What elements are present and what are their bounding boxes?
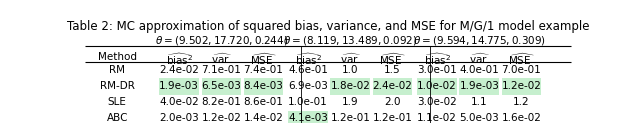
- Text: 8.6e-01: 8.6e-01: [244, 97, 284, 107]
- Bar: [417, 78, 457, 95]
- Text: 3.0e-02: 3.0e-02: [417, 97, 457, 107]
- Text: 4.0e-02: 4.0e-02: [159, 97, 199, 107]
- Text: 2.4e-02: 2.4e-02: [159, 65, 199, 75]
- Text: 4.1e-03: 4.1e-03: [288, 112, 328, 123]
- Text: 4.6e-01: 4.6e-01: [288, 65, 328, 75]
- Text: 1.4e-02: 1.4e-02: [244, 112, 284, 123]
- Text: 1.9e-03: 1.9e-03: [460, 81, 499, 91]
- Text: 6.9e-03: 6.9e-03: [288, 81, 328, 91]
- Text: 1.2: 1.2: [513, 97, 530, 107]
- Text: $\widehat{\mathrm{var}}$: $\widehat{\mathrm{var}}$: [469, 52, 490, 66]
- Text: 8.2e-01: 8.2e-01: [202, 97, 241, 107]
- Text: $\theta = (9.502, 17.720, 0.244)$: $\theta = (9.502, 17.720, 0.244)$: [155, 34, 288, 47]
- Text: 1.5: 1.5: [384, 65, 401, 75]
- Text: 1.1: 1.1: [471, 97, 488, 107]
- Bar: [159, 78, 199, 95]
- Text: Table 2: MC approximation of squared bias, variance, and MSE for M/G/1 model exa: Table 2: MC approximation of squared bia…: [67, 20, 589, 33]
- Text: 1.0: 1.0: [342, 65, 358, 75]
- Text: 8.4e-03: 8.4e-03: [244, 81, 284, 91]
- Text: 1.9: 1.9: [342, 97, 358, 107]
- Text: 5.0e-03: 5.0e-03: [460, 112, 499, 123]
- Text: 1.2e-01: 1.2e-01: [330, 112, 371, 123]
- Bar: [502, 78, 541, 95]
- Text: 7.1e-01: 7.1e-01: [202, 65, 241, 75]
- Text: 1.1e-02: 1.1e-02: [417, 112, 457, 123]
- Text: $\widehat{\mathrm{MSE}}$: $\widehat{\mathrm{MSE}}$: [508, 52, 535, 67]
- Text: 7.4e-01: 7.4e-01: [244, 65, 284, 75]
- Bar: [330, 78, 370, 95]
- Text: 1.2e-02: 1.2e-02: [502, 81, 541, 91]
- Text: 2.0: 2.0: [384, 97, 401, 107]
- Bar: [372, 78, 412, 95]
- Text: Method: Method: [98, 52, 137, 62]
- Bar: [460, 78, 499, 95]
- Text: 1.2e-01: 1.2e-01: [372, 112, 412, 123]
- Text: 4.0e-01: 4.0e-01: [460, 65, 499, 75]
- Bar: [289, 111, 328, 128]
- Text: 1.9e-03: 1.9e-03: [159, 81, 199, 91]
- Text: 2.0e-03: 2.0e-03: [159, 112, 199, 123]
- Text: ABC: ABC: [106, 112, 128, 123]
- Text: 6.5e-03: 6.5e-03: [202, 81, 241, 91]
- Text: $\theta = (9.594, 14.775, 0.309)$: $\theta = (9.594, 14.775, 0.309)$: [413, 34, 546, 47]
- Text: 1.2e-02: 1.2e-02: [202, 112, 241, 123]
- Text: $\widehat{\mathrm{MSE}}$: $\widehat{\mathrm{MSE}}$: [250, 52, 277, 67]
- Text: 2.4e-02: 2.4e-02: [372, 81, 412, 91]
- Bar: [244, 78, 284, 95]
- Text: $\widehat{\mathrm{var}}$: $\widehat{\mathrm{var}}$: [340, 52, 361, 66]
- Bar: [202, 78, 241, 95]
- Text: $\widehat{\mathrm{bias}}^2$: $\widehat{\mathrm{bias}}^2$: [294, 52, 322, 67]
- Text: $\widehat{\mathrm{bias}}^2$: $\widehat{\mathrm{bias}}^2$: [424, 52, 451, 67]
- Text: 1.0e-01: 1.0e-01: [288, 97, 328, 107]
- Text: 1.8e-02: 1.8e-02: [330, 81, 371, 91]
- Text: 3.0e-01: 3.0e-01: [417, 65, 457, 75]
- Text: SLE: SLE: [108, 97, 127, 107]
- Text: $\widehat{\mathrm{var}}$: $\widehat{\mathrm{var}}$: [211, 52, 232, 66]
- Text: RM-DR: RM-DR: [100, 81, 134, 91]
- Text: 7.0e-01: 7.0e-01: [502, 65, 541, 75]
- Text: 1.0e-02: 1.0e-02: [417, 81, 457, 91]
- Text: $\widehat{\mathrm{bias}}^2$: $\widehat{\mathrm{bias}}^2$: [166, 52, 193, 67]
- Text: 1.6e-02: 1.6e-02: [502, 112, 541, 123]
- Text: RM: RM: [109, 65, 125, 75]
- Text: $\widehat{\mathrm{MSE}}$: $\widehat{\mathrm{MSE}}$: [379, 52, 406, 67]
- Text: $\theta = (8.119, 13.489, 0.092)$: $\theta = (8.119, 13.489, 0.092)$: [283, 34, 417, 47]
